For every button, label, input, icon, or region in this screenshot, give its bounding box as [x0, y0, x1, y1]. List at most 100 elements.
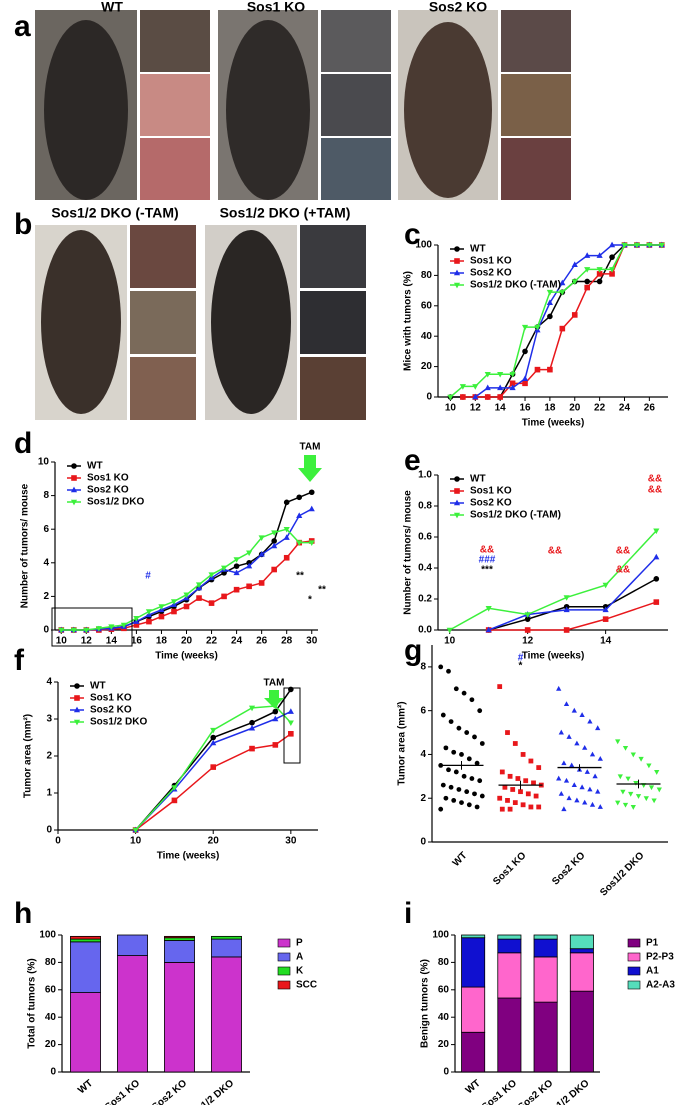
x-tick-label: 24 [619, 403, 631, 414]
annotation: ** [296, 571, 304, 582]
marker [497, 384, 504, 391]
x-tick-label: Sos1/2 DKO [598, 850, 646, 898]
legend-label: Sos1/2 DKO [90, 717, 147, 728]
x-tick-label: 20 [569, 403, 581, 414]
y-axis-label: Number of tumors/ mouse [20, 483, 31, 608]
x-axis-label: Time (weeks) [157, 851, 220, 862]
marker [559, 279, 566, 286]
marker [443, 795, 449, 801]
marker [171, 785, 178, 791]
marker [233, 557, 240, 563]
marker [596, 267, 603, 273]
legend-label: WT [90, 681, 106, 692]
marker [546, 299, 553, 305]
annotation: && [616, 565, 630, 576]
marker [469, 776, 475, 781]
marker [602, 582, 609, 589]
panel-letter: e [404, 444, 421, 477]
x-tick-label: 10 [56, 636, 68, 647]
legend-marker [71, 463, 77, 469]
marker [258, 580, 265, 586]
marker [466, 756, 472, 762]
y-axis-label: Tumor area (mm²) [23, 714, 34, 798]
marker [469, 697, 475, 703]
marker [574, 797, 580, 803]
legend-marker [74, 683, 80, 689]
marker [451, 798, 457, 803]
x-tick-label: 30 [285, 836, 297, 847]
y-tick-label: 100 [432, 930, 449, 941]
marker [502, 784, 508, 790]
marker [453, 686, 459, 692]
marker [505, 730, 510, 735]
marker [582, 799, 588, 805]
x-tick-label: 10 [130, 836, 142, 847]
marker [596, 271, 603, 277]
marker [505, 798, 510, 803]
bar-segment [569, 934, 594, 950]
bar-segment [164, 940, 195, 963]
marker [233, 563, 240, 569]
panel-letter: b [14, 208, 32, 241]
x-tick-label: Sos2 KO [550, 850, 587, 887]
marker [459, 752, 464, 757]
marker [283, 526, 290, 533]
marker [522, 348, 528, 355]
marker [133, 622, 140, 628]
marker [183, 603, 190, 610]
marker [438, 664, 444, 670]
marker [563, 777, 570, 783]
marker [524, 627, 531, 633]
marker [158, 613, 165, 620]
bar-segment [533, 938, 558, 958]
marker [625, 776, 631, 782]
y-tick-label: 0 [43, 625, 49, 636]
x-tick-label: 0 [55, 836, 61, 847]
marker [630, 805, 636, 810]
legend-swatch [627, 938, 641, 948]
marker [622, 802, 629, 808]
y-tick-label: 4 [420, 749, 426, 760]
marker [474, 760, 480, 766]
marker [615, 800, 621, 806]
x-tick-label: 28 [281, 636, 293, 647]
legend-label: WT [470, 244, 486, 255]
marker [453, 769, 459, 775]
y-tick-label: 0 [426, 392, 432, 403]
marker [233, 569, 240, 576]
photo-label: Sos1 KO [247, 0, 305, 15]
legend-marker [74, 695, 80, 701]
marker [656, 787, 662, 793]
inset-box [283, 687, 301, 764]
legend-label: A2-A3 [646, 980, 675, 991]
marker [283, 499, 290, 506]
y-tick-label: 1 [46, 788, 52, 799]
marker [272, 715, 279, 722]
marker [272, 708, 279, 715]
marker [597, 755, 603, 761]
marker [133, 616, 140, 622]
annotation: && [548, 546, 562, 557]
legend-marker [71, 475, 77, 481]
legend-swatch [627, 980, 641, 990]
y-tick-label: 40 [421, 331, 433, 342]
y-tick-label: 2 [43, 591, 49, 602]
marker [512, 741, 518, 746]
marker [584, 267, 591, 273]
x-tick-label: 12 [522, 636, 534, 647]
marker [208, 572, 215, 578]
marker [584, 252, 591, 258]
marker [566, 734, 572, 739]
photo-label: WT [101, 0, 123, 15]
x-tick-label: WT [451, 850, 470, 869]
marker [440, 712, 446, 718]
x-tick-label: 22 [594, 403, 606, 414]
marker [587, 718, 593, 724]
annotation: && [648, 474, 662, 485]
bar-segment [211, 956, 242, 1073]
series-line [61, 540, 312, 631]
y-tick-label: 0.4 [418, 563, 432, 574]
marker [440, 782, 446, 788]
marker [308, 489, 315, 496]
